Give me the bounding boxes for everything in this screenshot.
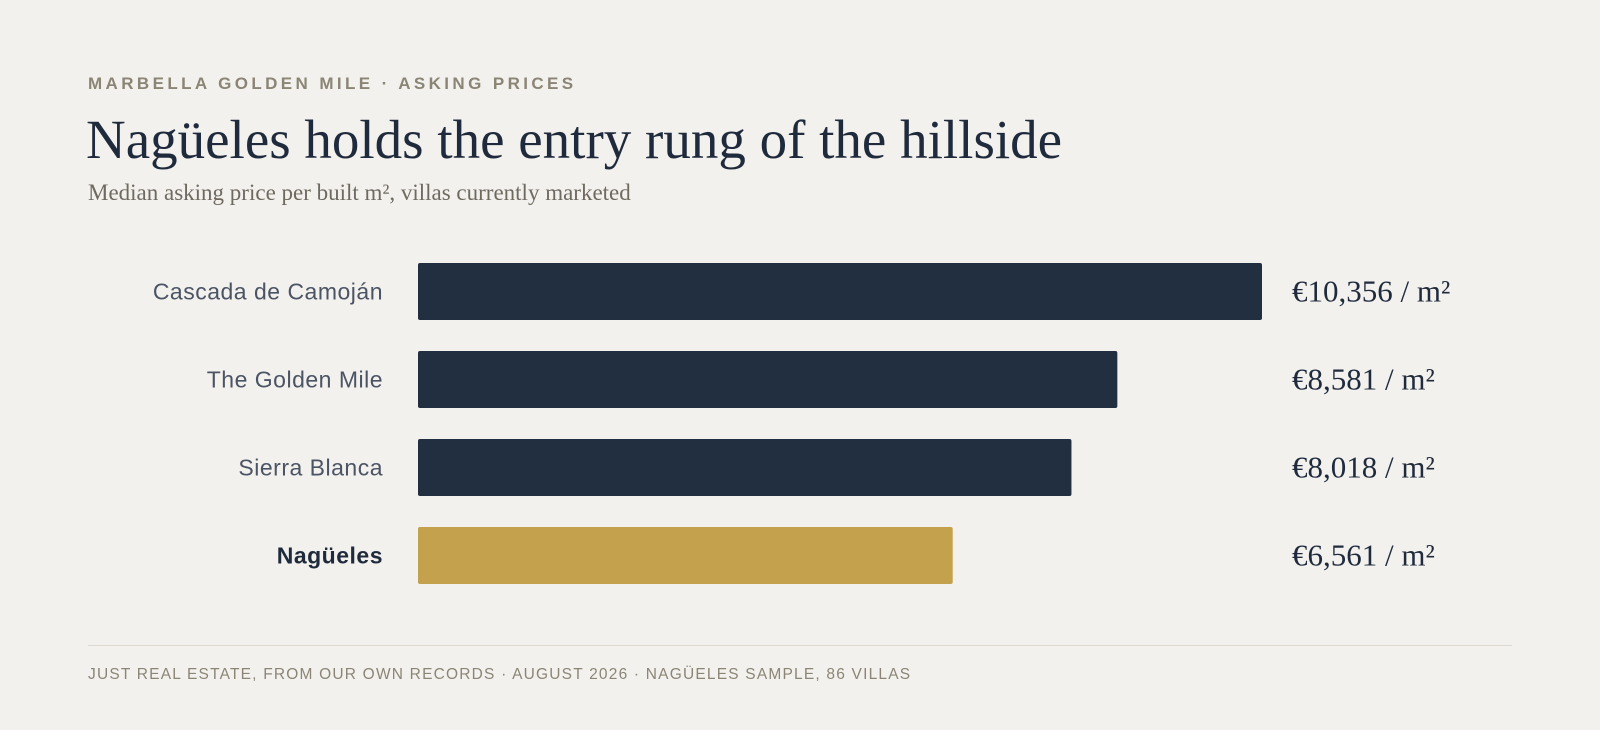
category-label: Nagüeles <box>277 543 383 569</box>
value-label: €10,356 / m² <box>1292 274 1450 309</box>
category-label: The Golden Mile <box>207 367 383 393</box>
footer-divider <box>88 645 1512 646</box>
chart-kicker: MARBELLA GOLDEN MILE · ASKING PRICES <box>88 74 577 93</box>
bar <box>418 439 1072 496</box>
bar-chart: Cascada de Camoján €10,356 / m² The Golden… <box>153 263 1450 584</box>
value-label: €8,581 / m² <box>1292 362 1435 397</box>
bar <box>418 351 1118 408</box>
value-label: €6,561 / m² <box>1292 538 1435 573</box>
chart-title: Nagüeles holds the entry rung of the hil… <box>86 109 1063 170</box>
bar <box>418 527 953 584</box>
source-note: JUST REAL ESTATE, FROM OUR OWN RECORDS ·… <box>88 666 912 683</box>
category-label: Sierra Blanca <box>238 455 383 481</box>
value-label: €8,018 / m² <box>1292 450 1435 485</box>
chart-subtitle: Median asking price per built m², villas… <box>88 180 631 205</box>
bar <box>418 263 1262 320</box>
category-label: Cascada de Camoján <box>153 279 383 305</box>
